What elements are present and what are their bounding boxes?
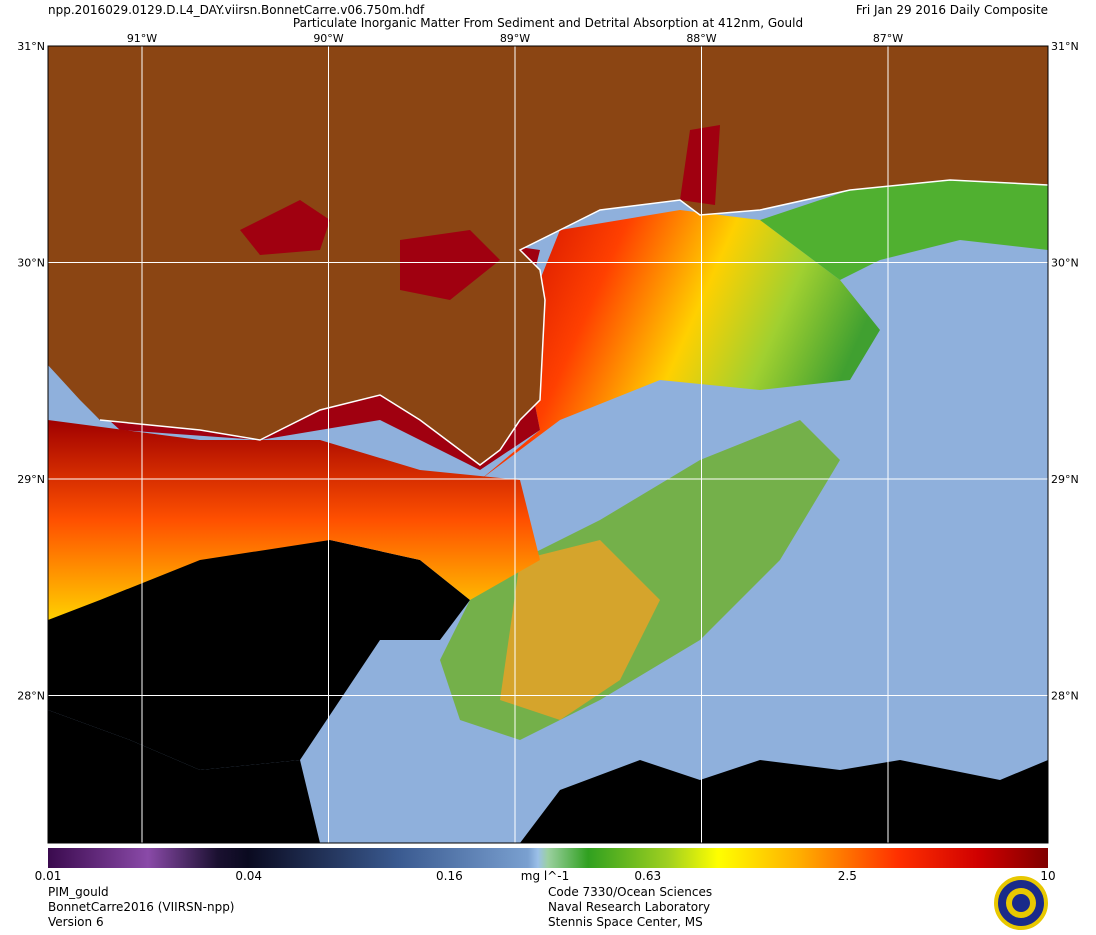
map-image — [48, 46, 1049, 843]
map-title: Particulate Inorganic Matter From Sedime… — [293, 16, 803, 30]
lon-label: 87°W — [873, 32, 903, 45]
date: Fri Jan 29 2016 Daily Composite — [856, 3, 1048, 17]
colorbar-tick-label: 0.63 — [634, 869, 661, 883]
footer-left-line: PIM_gould — [48, 885, 109, 899]
nrl-logo — [994, 876, 1048, 930]
colorbar-unit: mg l^-1 — [521, 869, 569, 883]
lon-label: 89°W — [500, 32, 530, 45]
footer-right-line: Code 7330/Ocean Sciences — [548, 885, 712, 899]
colorbar-tick-label: 0.16 — [436, 869, 463, 883]
footer-right-line: Stennis Space Center, MS — [548, 915, 703, 929]
lon-label: 91°W — [127, 32, 157, 45]
footer-right-line: Naval Research Laboratory — [548, 900, 710, 914]
lon-label: 90°W — [313, 32, 343, 45]
lat-label: 31°N — [17, 40, 45, 53]
lat-label: 28°N — [1051, 690, 1079, 703]
lat-label: 29°N — [1051, 473, 1079, 486]
colorbar-tick-label: 0.01 — [35, 869, 62, 883]
map-frame — [47, 45, 1049, 844]
lat-label: 29°N — [17, 473, 45, 486]
lat-label: 30°N — [17, 257, 45, 270]
lat-label: 28°N — [17, 690, 45, 703]
lat-label: 31°N — [1051, 40, 1079, 53]
file-name: npp.2016029.0129.D.L4_DAY.viirsn.BonnetC… — [48, 3, 425, 17]
footer-left-line: Version 6 — [48, 915, 104, 929]
colorbar — [48, 848, 1048, 868]
colorbar-tick-label: 0.04 — [235, 869, 262, 883]
colorbar-tick-label: 2.5 — [838, 869, 857, 883]
lat-label: 30°N — [1051, 257, 1079, 270]
footer-left-line: BonnetCarre2016 (VIIRSN-npp) — [48, 900, 235, 914]
colorbar-tick-label: 10 — [1040, 869, 1055, 883]
lon-label: 88°W — [686, 32, 716, 45]
colorbar-ticks: 0.01 0.04 0.16 0.63 2.5 10 — [35, 869, 1056, 883]
